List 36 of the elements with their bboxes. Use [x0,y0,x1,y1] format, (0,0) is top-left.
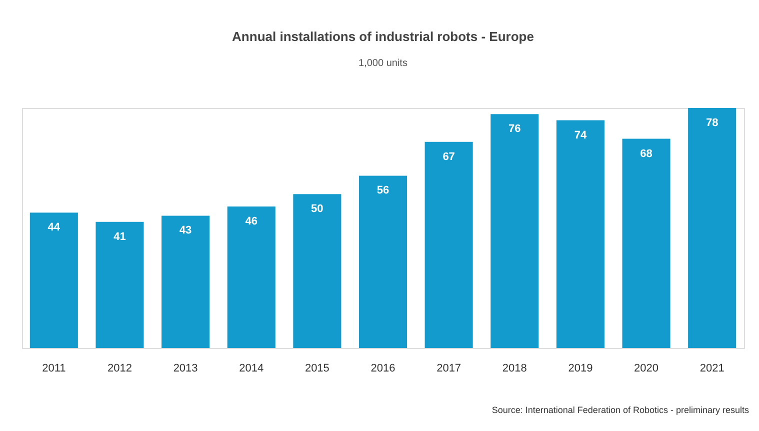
data-label: 46 [245,215,258,228]
data-label: 41 [114,230,126,243]
x-tick-label: 2019 [568,362,593,374]
x-tick-label: 2016 [370,362,396,374]
bar [293,194,342,348]
data-label: 50 [311,203,324,216]
x-tick-label: 2017 [436,362,462,374]
data-label: 43 [179,224,192,237]
bar [162,216,210,348]
bar [556,120,604,348]
bar [30,212,78,348]
x-tick-label: 2011 [42,362,66,374]
x-tick-label: 2012 [107,362,132,374]
data-label: 44 [48,222,61,234]
data-label: 68 [640,148,652,160]
x-tick-label: 2018 [502,362,527,374]
x-tick-label: 2013 [173,362,198,374]
bar [96,222,144,348]
bar [358,176,408,348]
bar [424,142,473,348]
bar [622,138,670,348]
bar [688,108,736,348]
data-label: 78 [706,117,718,129]
bar [490,114,539,348]
x-tick-label: 2021 [700,362,724,374]
data-label: 74 [574,129,588,142]
bar [227,206,276,348]
x-tick-label: 2014 [239,362,264,374]
chart-title: Annual installations of industrial robots - Europe [232,29,534,44]
data-label: 76 [508,123,521,136]
x-tick-label: 2015 [304,362,330,374]
source-note: Source: International Federation of Robotics - preliminary results [492,405,750,415]
chart-subtitle: 1,000 units [358,58,408,69]
data-label: 67 [442,150,455,163]
data-label: 56 [376,184,390,197]
x-tick-label: 2020 [634,362,659,374]
